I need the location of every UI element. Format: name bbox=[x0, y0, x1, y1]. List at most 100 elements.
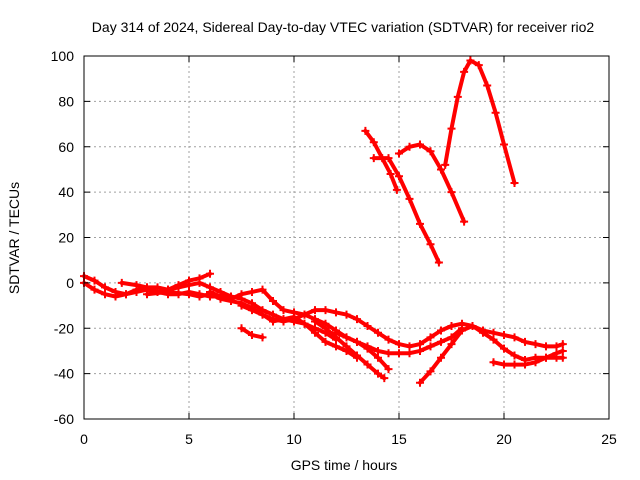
data-point bbox=[474, 61, 483, 70]
data-point bbox=[542, 353, 550, 362]
series-arc-7 bbox=[237, 324, 267, 342]
data-point bbox=[405, 349, 414, 358]
data-point bbox=[384, 365, 393, 374]
data-point bbox=[300, 319, 309, 328]
series-arc-9 bbox=[332, 328, 393, 374]
data-point bbox=[395, 340, 403, 349]
data-point bbox=[258, 310, 267, 319]
data-point bbox=[437, 353, 445, 362]
data-point bbox=[453, 92, 462, 101]
data-point bbox=[363, 321, 372, 330]
data-point bbox=[447, 321, 456, 330]
data-point bbox=[500, 331, 508, 340]
data-point bbox=[426, 342, 435, 351]
data-point bbox=[216, 292, 225, 301]
data-point bbox=[434, 258, 443, 267]
series-arc-14 bbox=[395, 140, 469, 226]
data-point bbox=[468, 321, 477, 330]
data-point bbox=[384, 349, 393, 358]
y-tick-label: 40 bbox=[58, 184, 74, 200]
data-point bbox=[386, 169, 395, 178]
data-point bbox=[531, 358, 540, 367]
data-point bbox=[342, 342, 351, 351]
data-point bbox=[290, 315, 298, 324]
y-tick-label: -20 bbox=[54, 320, 74, 336]
data-point bbox=[489, 328, 498, 337]
x-tick-label: 10 bbox=[286, 431, 302, 447]
data-point bbox=[384, 154, 393, 163]
data-point bbox=[510, 333, 519, 342]
data-series bbox=[80, 56, 567, 387]
data-point bbox=[353, 337, 361, 346]
data-point bbox=[552, 349, 561, 358]
data-point bbox=[321, 337, 330, 346]
data-point bbox=[491, 108, 500, 117]
data-point bbox=[248, 306, 256, 315]
data-point bbox=[227, 294, 235, 303]
y-tick-label: -40 bbox=[54, 366, 74, 382]
grid bbox=[84, 56, 609, 419]
data-point bbox=[447, 333, 456, 342]
data-point bbox=[321, 306, 330, 315]
x-tick-label: 15 bbox=[391, 431, 407, 447]
data-point bbox=[426, 367, 435, 376]
series-line bbox=[363, 128, 399, 192]
data-point bbox=[374, 353, 382, 362]
data-point bbox=[405, 194, 414, 203]
data-point bbox=[510, 179, 519, 188]
series-arc-6 bbox=[237, 301, 567, 351]
data-point bbox=[437, 165, 445, 174]
data-point bbox=[206, 269, 214, 278]
data-point bbox=[405, 142, 414, 151]
data-point bbox=[290, 308, 298, 317]
data-point bbox=[531, 340, 540, 349]
data-point bbox=[558, 346, 567, 355]
chart-title: Day 314 of 2024, Sidereal Day-to-day VTE… bbox=[92, 19, 595, 35]
data-point bbox=[447, 188, 456, 197]
data-point bbox=[395, 349, 403, 358]
data-point bbox=[101, 283, 109, 292]
data-point bbox=[479, 328, 487, 337]
data-point bbox=[558, 353, 567, 362]
data-point bbox=[521, 360, 529, 369]
series-arc-12 bbox=[361, 126, 401, 194]
data-point bbox=[374, 328, 382, 337]
data-point bbox=[279, 317, 288, 326]
data-point bbox=[458, 319, 466, 328]
data-point bbox=[466, 56, 475, 65]
data-point bbox=[311, 317, 319, 326]
y-tick-label: 60 bbox=[58, 139, 74, 155]
series-line bbox=[397, 142, 467, 224]
data-point bbox=[332, 342, 340, 351]
data-point bbox=[500, 140, 508, 149]
data-point bbox=[395, 172, 403, 181]
data-point bbox=[90, 276, 99, 285]
data-point bbox=[269, 297, 277, 306]
data-point bbox=[426, 147, 435, 156]
data-point bbox=[237, 290, 246, 299]
data-point bbox=[552, 342, 561, 351]
data-point bbox=[384, 335, 393, 344]
axis-ticks bbox=[83, 55, 610, 420]
data-point bbox=[392, 185, 401, 194]
data-point bbox=[195, 292, 204, 301]
data-point bbox=[458, 326, 466, 335]
x-tick-label: 20 bbox=[496, 431, 512, 447]
series-arc-11 bbox=[489, 346, 567, 369]
data-point bbox=[237, 301, 246, 310]
data-point bbox=[300, 310, 309, 319]
data-point bbox=[416, 346, 424, 355]
data-point bbox=[185, 276, 193, 285]
x-tick-label: 25 bbox=[601, 431, 617, 447]
data-point bbox=[111, 292, 120, 301]
data-point bbox=[483, 81, 492, 90]
data-point bbox=[416, 378, 424, 387]
data-point bbox=[361, 126, 370, 135]
data-point bbox=[558, 340, 567, 349]
data-point bbox=[269, 315, 277, 324]
data-point bbox=[117, 278, 126, 287]
data-point bbox=[321, 324, 330, 333]
series-line bbox=[371, 156, 441, 265]
series-arc-8 bbox=[311, 317, 389, 383]
